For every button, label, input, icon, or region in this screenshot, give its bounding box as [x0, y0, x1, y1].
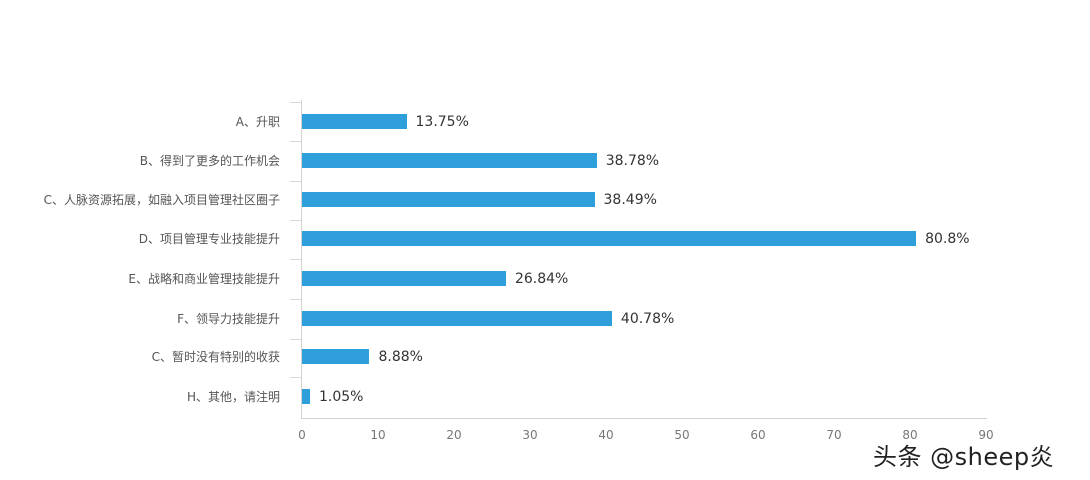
category-label: E、战略和商业管理技能提升 [128, 272, 280, 286]
bar-row: E、战略和商业管理技能提升 26.84% [0, 269, 1090, 289]
category-label: D、项目管理专业技能提升 [138, 232, 280, 246]
x-tick-label: 70 [826, 428, 842, 442]
x-tick-label: 90 [978, 428, 994, 442]
value-label: 80.8% [925, 231, 970, 247]
category-label: C、暂时没有特别的收获 [151, 350, 280, 364]
category-label: A、升职 [235, 115, 280, 129]
y-axis-line [301, 100, 302, 418]
y-tick-mark [290, 102, 301, 103]
y-tick-mark [290, 259, 301, 260]
x-tick-label: 60 [750, 428, 766, 442]
bar [302, 231, 917, 246]
category-label: C、人脉资源拓展，如融入项目管理社区圈子 [43, 193, 280, 207]
y-tick-mark [290, 220, 301, 221]
bar [302, 349, 370, 364]
bar [302, 311, 612, 326]
bar [302, 389, 310, 404]
x-axis-line [301, 418, 987, 419]
bar-row: D、项目管理专业技能提升 80.8% [0, 229, 1090, 249]
x-tick-label: 30 [522, 428, 538, 442]
value-label: 8.88% [378, 349, 423, 365]
bar-row: A、升职 13.75% [0, 112, 1090, 132]
x-tick-label: 40 [598, 428, 614, 442]
y-tick-mark [290, 299, 301, 300]
y-tick-mark [290, 141, 301, 142]
y-tick-mark [290, 339, 301, 340]
value-label: 38.78% [605, 153, 660, 169]
x-tick-label: 20 [446, 428, 462, 442]
bar [302, 271, 506, 286]
x-tick-label: 50 [674, 428, 690, 442]
watermark: 头条 @sheep炎 [873, 443, 1055, 471]
value-label: 13.75% [415, 114, 469, 130]
bar-row: H、其他，请注明 1.05% [0, 387, 1090, 407]
x-tick-label: 0 [298, 428, 306, 442]
y-tick-mark [290, 181, 301, 182]
bar-row: F、领导力技能提升 40.78% [0, 309, 1090, 329]
bar-row: C、人脉资源拓展，如融入项目管理社区圈子 38.49% [0, 190, 1090, 210]
category-label: B、得到了更多的工作机会 [139, 154, 280, 168]
value-label: 40.78% [620, 311, 675, 327]
bar-row: B、得到了更多的工作机会 38.78% [0, 151, 1090, 171]
x-tick-label: 10 [370, 428, 386, 442]
x-tick-label: 80 [902, 428, 918, 442]
value-label: 1.05% [318, 389, 364, 405]
bar-row: C、暂时没有特别的收获 8.88% [0, 347, 1090, 367]
category-label: H、其他，请注明 [186, 390, 280, 404]
value-label: 26.84% [514, 271, 569, 287]
y-tick-mark [290, 377, 301, 378]
category-label: F、领导力技能提升 [177, 312, 280, 326]
bar [302, 192, 595, 207]
bar [302, 114, 407, 129]
value-label: 38.49% [603, 192, 657, 208]
bar [302, 153, 597, 168]
